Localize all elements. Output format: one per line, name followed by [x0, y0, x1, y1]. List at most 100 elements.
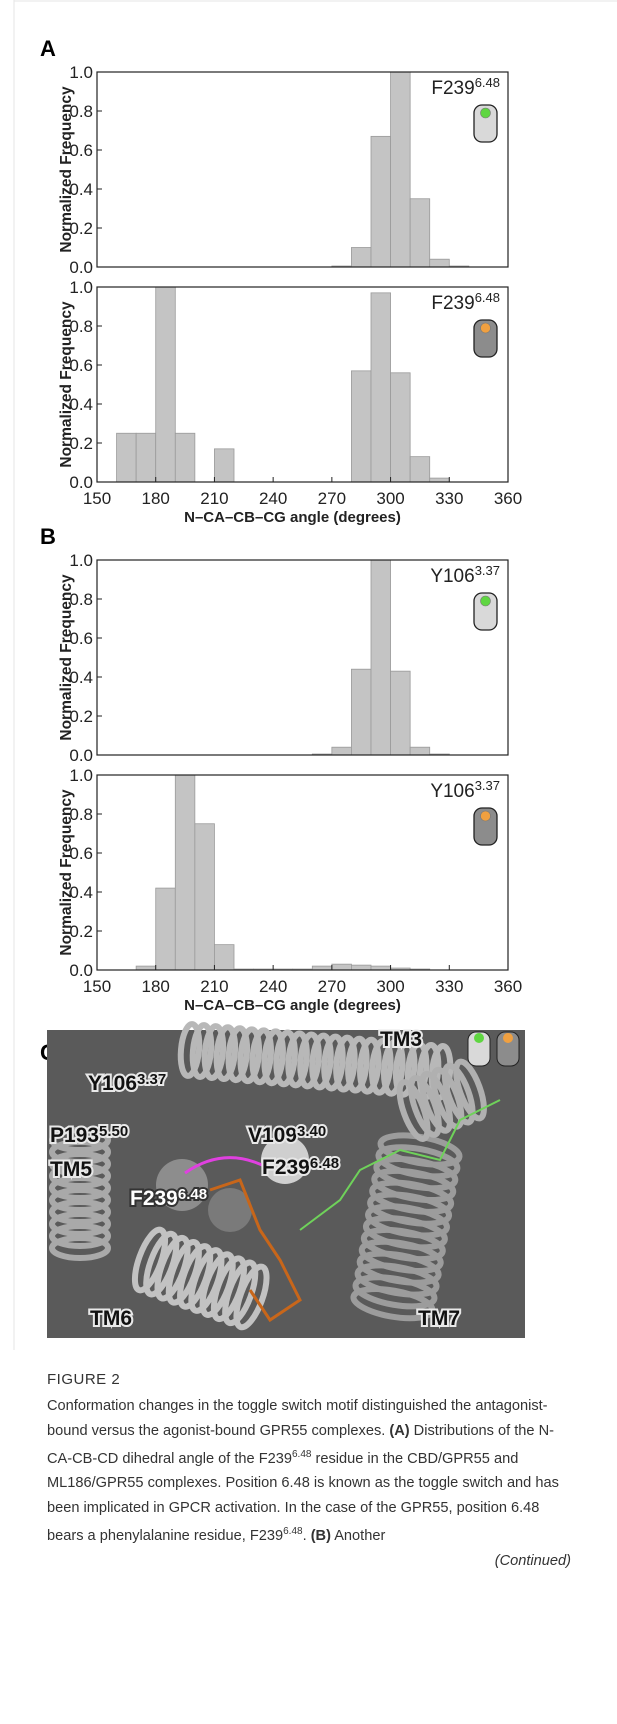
helix-ribbon [297, 1031, 322, 1090]
state-icon [473, 592, 498, 631]
histogram-bar [331, 746, 352, 756]
helix-ribbon [49, 1235, 111, 1261]
caption-run: Distributions of the N-CA-CB-CD dihedral… [47, 1422, 554, 1468]
x-tick-label: 180 [142, 489, 170, 508]
plot-area [97, 72, 508, 267]
histogram-bar [390, 670, 411, 756]
y-tick-label: 0.6 [69, 629, 93, 648]
annotation-text: F239 [431, 78, 474, 99]
y-tick-label: 0.8 [69, 102, 93, 121]
helix-ribbon [285, 1030, 310, 1089]
x-axis-label: N–CA–CB–CG angle (degrees) [184, 509, 401, 526]
x-tick-label: 360 [494, 977, 522, 996]
plot-frame [96, 286, 509, 483]
structure-label: V1093.40 [248, 1123, 326, 1147]
helix-ribbon [441, 1062, 476, 1126]
y-tick-label: 0.0 [69, 258, 93, 277]
helix-ribbon [189, 1022, 215, 1080]
helix-ribbon [419, 1070, 454, 1134]
state-icon [473, 319, 498, 358]
y-tick-label: 0.4 [69, 668, 93, 687]
histogram-bar [174, 432, 196, 483]
y-axis-label: Normalized Frequency [58, 86, 75, 253]
histogram-bar [214, 944, 235, 971]
histogram-bar [331, 963, 352, 971]
structure-label: TM7 [418, 1307, 460, 1330]
label-superscript: 6.48 [178, 1186, 207, 1203]
helix-ribbon [392, 1039, 418, 1098]
annotation-superscript: 6.48 [475, 290, 500, 305]
helix-ribbon [380, 1038, 406, 1097]
plot-frame [96, 71, 509, 268]
label-text: TM5 [50, 1158, 92, 1181]
caption-run: Another [330, 1528, 386, 1545]
histogram-bar [409, 198, 431, 268]
label-text: TM7 [418, 1307, 460, 1330]
label-text: F239 [262, 1156, 310, 1179]
x-tick-label: 180 [142, 977, 170, 996]
y-tick-label: 1.0 [69, 551, 93, 570]
y-tick-label: 0.6 [69, 356, 93, 375]
y-tick-label: 0.4 [69, 395, 93, 414]
state-dot [480, 595, 491, 607]
label-text: TM3 [380, 1028, 422, 1051]
x-tick-label: 270 [318, 977, 346, 996]
x-tick-label: 210 [200, 977, 228, 996]
state-icon [496, 1031, 520, 1067]
figure: A 0.0 0.2 0.4 0.6 0.8 1.0 Normalized Frequency F… [13, 0, 617, 1350]
histogram-bar [370, 135, 391, 268]
y-tick-label: 0.6 [69, 844, 93, 863]
label-text: V109 [248, 1124, 297, 1147]
x-tick-label: 210 [200, 489, 228, 508]
histogram-bar [390, 71, 411, 268]
annotation: F2396.48 [431, 75, 500, 99]
structure-label: TM3 [380, 1028, 422, 1051]
state-dot [474, 1033, 484, 1043]
atom-sphere [261, 1136, 309, 1184]
x-tick-label: 240 [259, 489, 287, 508]
annotation-superscript: 6.48 [475, 75, 500, 90]
histogram-bar [194, 823, 215, 971]
y-tick-label: 0.2 [69, 434, 93, 453]
helix-ribbon [273, 1029, 298, 1088]
histogram-bar [351, 964, 372, 971]
structure-label: TM6 [90, 1307, 132, 1330]
ligand [299, 1099, 501, 1231]
y-tick-label: 0.0 [69, 473, 93, 492]
label-superscript: 3.37 [137, 1071, 166, 1088]
y-tick-label: 1.0 [69, 63, 93, 82]
caption-label: FIGURE 2 [47, 1371, 121, 1388]
helix-ribbon [233, 1263, 270, 1331]
helix-ribbon [49, 1163, 111, 1189]
histogram-bar [135, 432, 157, 483]
histogram-bar [116, 432, 137, 483]
state-dot [480, 810, 491, 822]
histogram-bar [409, 456, 431, 483]
helix-ribbon [49, 1199, 111, 1225]
y-tick-label: 0.8 [69, 590, 93, 609]
y-tick-label: 1.0 [69, 278, 93, 297]
helix-ribbon [177, 1021, 203, 1079]
helix-ribbon [49, 1127, 111, 1153]
ligand [209, 1178, 302, 1323]
histogram-bar [390, 372, 411, 483]
helix-ribbon [49, 1139, 111, 1165]
y-tick-label: 0.2 [69, 219, 93, 238]
state-icon [473, 104, 498, 143]
helix-ribbon [352, 1274, 438, 1310]
annotation: F2396.48 [431, 290, 500, 314]
helix-ribbon [321, 1033, 346, 1092]
structure-label: P1935.50 [50, 1123, 128, 1147]
y-tick-label: 0.4 [69, 883, 93, 902]
histogram-bar [351, 668, 372, 756]
histogram-bar [370, 292, 391, 483]
y-tick-label: 0.6 [69, 141, 93, 160]
helix-ribbon [309, 1032, 334, 1091]
helix-ribbon [396, 1079, 431, 1142]
caption-run: 6.48 [291, 1449, 312, 1461]
caption: FIGURE 2 Conformation changes in the tog… [47, 1368, 571, 1573]
atom-sphere [208, 1188, 252, 1232]
caption-text: Conformation changes in the toggle switc… [47, 1394, 571, 1548]
continued: (Continued) [494, 1552, 571, 1569]
